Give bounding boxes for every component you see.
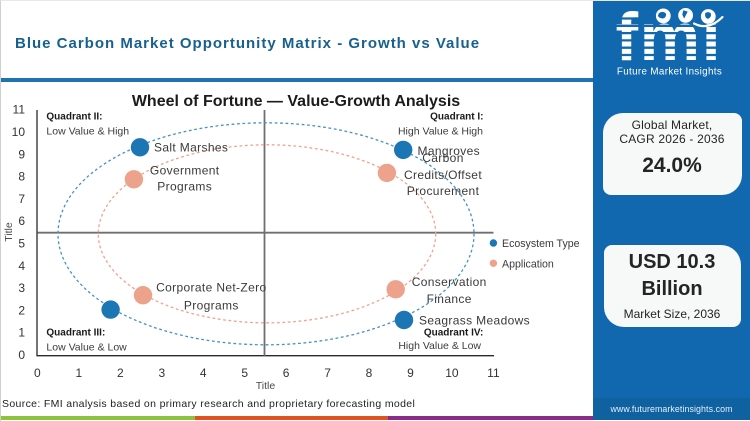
svg-text:Title: Title: [3, 222, 15, 242]
svg-text:Procurement: Procurement: [407, 184, 480, 198]
svg-text:Future Market Insights: Future Market Insights: [617, 67, 722, 78]
svg-text:Finance: Finance: [427, 292, 472, 306]
svg-text:Quadrant I:: Quadrant I:: [430, 112, 483, 123]
svg-text:3: 3: [158, 366, 165, 380]
svg-text:4: 4: [200, 366, 207, 380]
svg-text:Government: Government: [150, 164, 220, 178]
svg-text:7: 7: [18, 192, 25, 206]
svg-text:1: 1: [18, 326, 25, 340]
svg-text:11: 11: [13, 103, 26, 117]
svg-text:Programs: Programs: [157, 180, 212, 194]
svg-text:Wheel of Fortune — Value-Growt: Wheel of Fortune — Value-Growth Analysis: [132, 93, 460, 110]
svg-text:8: 8: [366, 366, 373, 380]
svg-text:0: 0: [18, 348, 25, 362]
svg-text:High Value & High: High Value & High: [398, 126, 483, 138]
svg-text:Conservation: Conservation: [412, 275, 487, 289]
svg-text:Low Value & High: Low Value & High: [46, 126, 129, 138]
svg-text:Quadrant II:: Quadrant II:: [46, 112, 102, 123]
svg-text:7: 7: [324, 366, 331, 380]
svg-text:3: 3: [18, 281, 25, 295]
svg-text:Corporate Net-Zero: Corporate Net-Zero: [156, 280, 266, 294]
svg-text:10: 10: [12, 125, 26, 139]
svg-text:Credits/Offset: Credits/Offset: [404, 168, 482, 182]
svg-text:Salt Marshes: Salt Marshes: [154, 140, 228, 154]
svg-text:Low Value & Low: Low Value & Low: [46, 342, 127, 354]
svg-text:High Value & Low: High Value & Low: [398, 340, 481, 352]
svg-text:Quadrant III:: Quadrant III:: [46, 328, 105, 339]
svg-text:Quadrant IV:: Quadrant IV:: [424, 328, 483, 339]
svg-text:4: 4: [18, 259, 25, 273]
svg-text:Ecosystem Type: Ecosystem Type: [502, 238, 580, 250]
svg-text:9: 9: [407, 366, 414, 380]
svg-text:8: 8: [18, 170, 25, 184]
svg-text:Mangroves: Mangroves: [418, 144, 481, 158]
svg-text:6: 6: [283, 366, 290, 380]
svg-text:2: 2: [117, 366, 124, 380]
svg-text:9: 9: [18, 147, 25, 161]
svg-text:6: 6: [18, 214, 25, 228]
svg-text:0: 0: [34, 366, 41, 380]
svg-text:5: 5: [18, 237, 25, 251]
svg-text:Application: Application: [502, 258, 554, 270]
svg-text:2: 2: [18, 303, 25, 317]
svg-text:Programs: Programs: [184, 298, 239, 312]
svg-text:1: 1: [76, 366, 83, 380]
svg-text:Carbon: Carbon: [422, 151, 463, 165]
svg-text:Seagrass Meadows: Seagrass Meadows: [419, 313, 530, 327]
svg-text:5: 5: [241, 366, 248, 380]
svg-text:10: 10: [445, 366, 459, 380]
svg-text:11: 11: [487, 366, 500, 380]
svg-text:Title: Title: [256, 380, 276, 392]
